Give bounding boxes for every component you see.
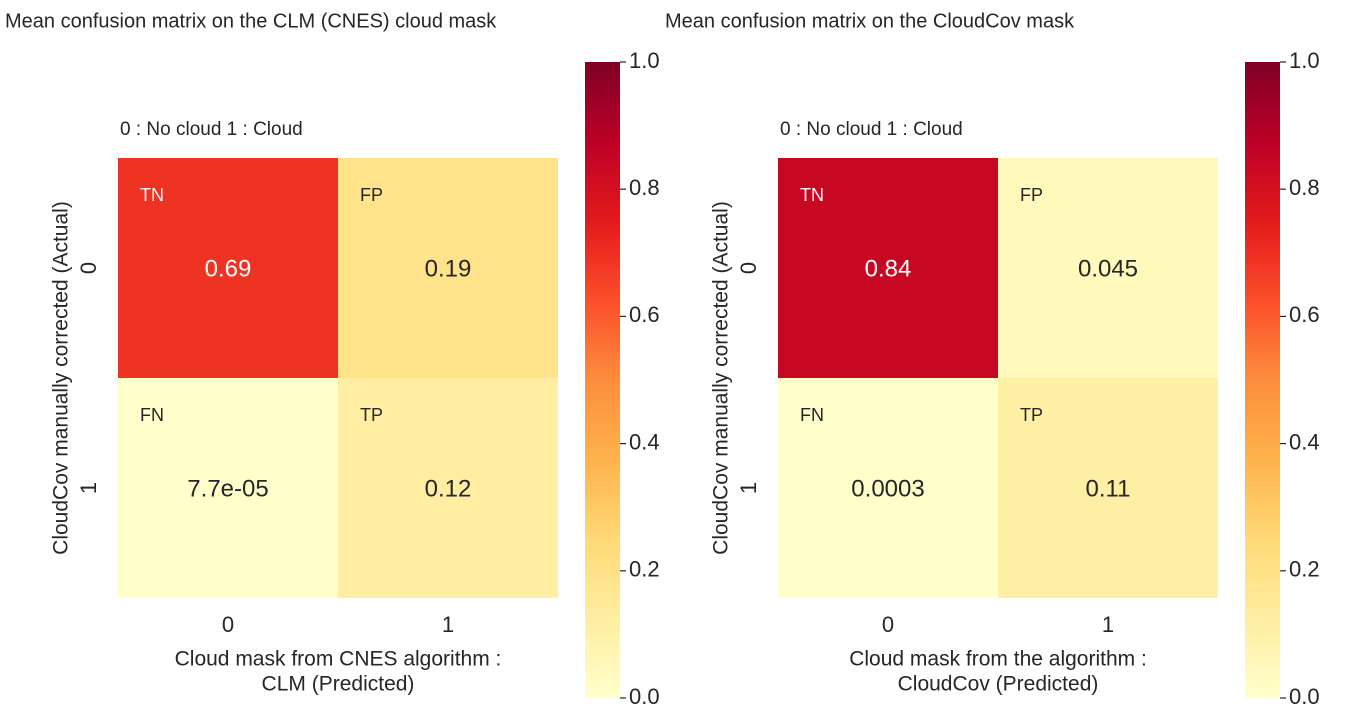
colorbar-tick-label: 0.0 [629,684,660,709]
colorbar-tick-label: 0.8 [1289,175,1320,200]
cell-value: 0.12 [425,475,472,502]
heatmap-cell [778,378,998,598]
x-tick-label: 1 [1102,612,1114,637]
colorbar-tick-label: 0.6 [1289,302,1320,327]
chart-title: Mean confusion matrix on the CLM (CNES) … [5,10,497,32]
cell-category: TP [1020,405,1043,425]
colorbar-tick-label: 0.6 [629,302,660,327]
heatmap-cell [778,158,998,378]
y-tick-label: 0 [736,262,761,274]
colorbar-tick-label: 0.2 [629,557,660,582]
heatmap-cell [118,378,338,598]
heatmap-cell [338,158,558,378]
y-tick-label: 1 [736,482,761,494]
heatmap-panel: Mean confusion matrix on the CLM (CNES) … [5,10,660,709]
cell-value: 0.045 [1078,255,1138,282]
colorbar-tick-label: 0.4 [629,429,660,454]
heatmap-cell [118,158,338,378]
colorbar-tick-label: 0.4 [1289,429,1320,454]
colorbar-tick-label: 0.0 [1289,684,1320,709]
cell-category: FP [1020,185,1043,205]
x-tick-label: 1 [442,612,454,637]
x-axis-label: Cloud mask from the algorithm : [849,648,1147,671]
x-axis-label: CLM (Predicted) [262,673,415,696]
x-axis-label: CloudCov (Predicted) [898,673,1099,696]
y-tick-label: 1 [76,482,101,494]
cell-category: FN [800,405,824,425]
colorbar-tick-label: 1.0 [1289,48,1320,73]
cell-category: TN [140,185,164,205]
cell-value: 0.0003 [851,475,924,502]
x-axis-label: Cloud mask from CNES algorithm : [175,648,502,671]
subtitle: 0 : No cloud 1 : Cloud [780,119,963,140]
cell-value: 0.84 [865,255,912,282]
y-tick-label: 0 [76,262,101,274]
colorbar [585,62,620,698]
y-axis-label: CloudCov manually corrected (Actual) [710,201,733,555]
cell-category: FN [140,405,164,425]
heatmap-cell [338,378,558,598]
colorbar-tick-label: 0.2 [1289,557,1320,582]
heatmap-cell [998,378,1218,598]
cell-category: TP [360,405,383,425]
heatmap-cell [998,158,1218,378]
subtitle: 0 : No cloud 1 : Cloud [120,119,303,140]
colorbar-tick-label: 0.8 [629,175,660,200]
cell-category: TN [800,185,824,205]
colorbar-tick-label: 1.0 [629,48,660,73]
cell-category: FP [360,185,383,205]
x-tick-label: 0 [222,612,234,637]
x-tick-label: 0 [882,612,894,637]
heatmap-panel: Mean confusion matrix on the CloudCov ma… [665,10,1320,709]
chart-title: Mean confusion matrix on the CloudCov ma… [665,10,1075,32]
y-axis-label: CloudCov manually corrected (Actual) [50,201,73,555]
cell-value: 0.69 [205,255,252,282]
cell-value: 0.11 [1086,475,1131,502]
cell-value: 7.7e-05 [187,475,268,502]
colorbar [1245,62,1280,698]
cell-value: 0.19 [425,255,472,282]
